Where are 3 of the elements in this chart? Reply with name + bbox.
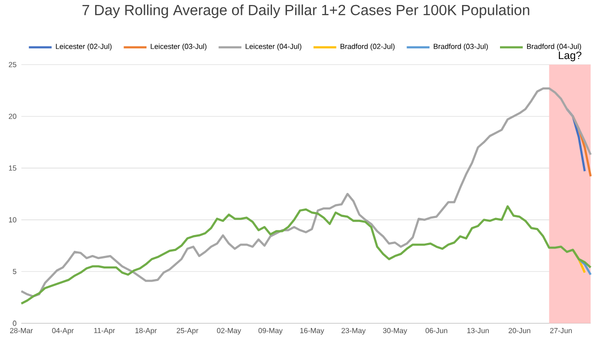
band-label: Lag? [558, 51, 582, 62]
chart-title: 7 Day Rolling Average of Daily Pillar 1+2 Cases Per 100K Population [82, 4, 530, 18]
line-series [20, 87, 592, 298]
